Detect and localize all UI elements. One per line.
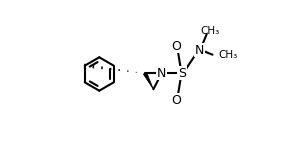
Text: CH₃: CH₃: [218, 50, 238, 60]
Polygon shape: [143, 72, 153, 89]
Text: O: O: [171, 40, 181, 53]
Text: CH₃: CH₃: [201, 26, 220, 36]
Text: S: S: [178, 67, 186, 80]
Text: N: N: [157, 67, 166, 80]
Text: N: N: [195, 44, 204, 57]
Text: O: O: [171, 94, 181, 107]
